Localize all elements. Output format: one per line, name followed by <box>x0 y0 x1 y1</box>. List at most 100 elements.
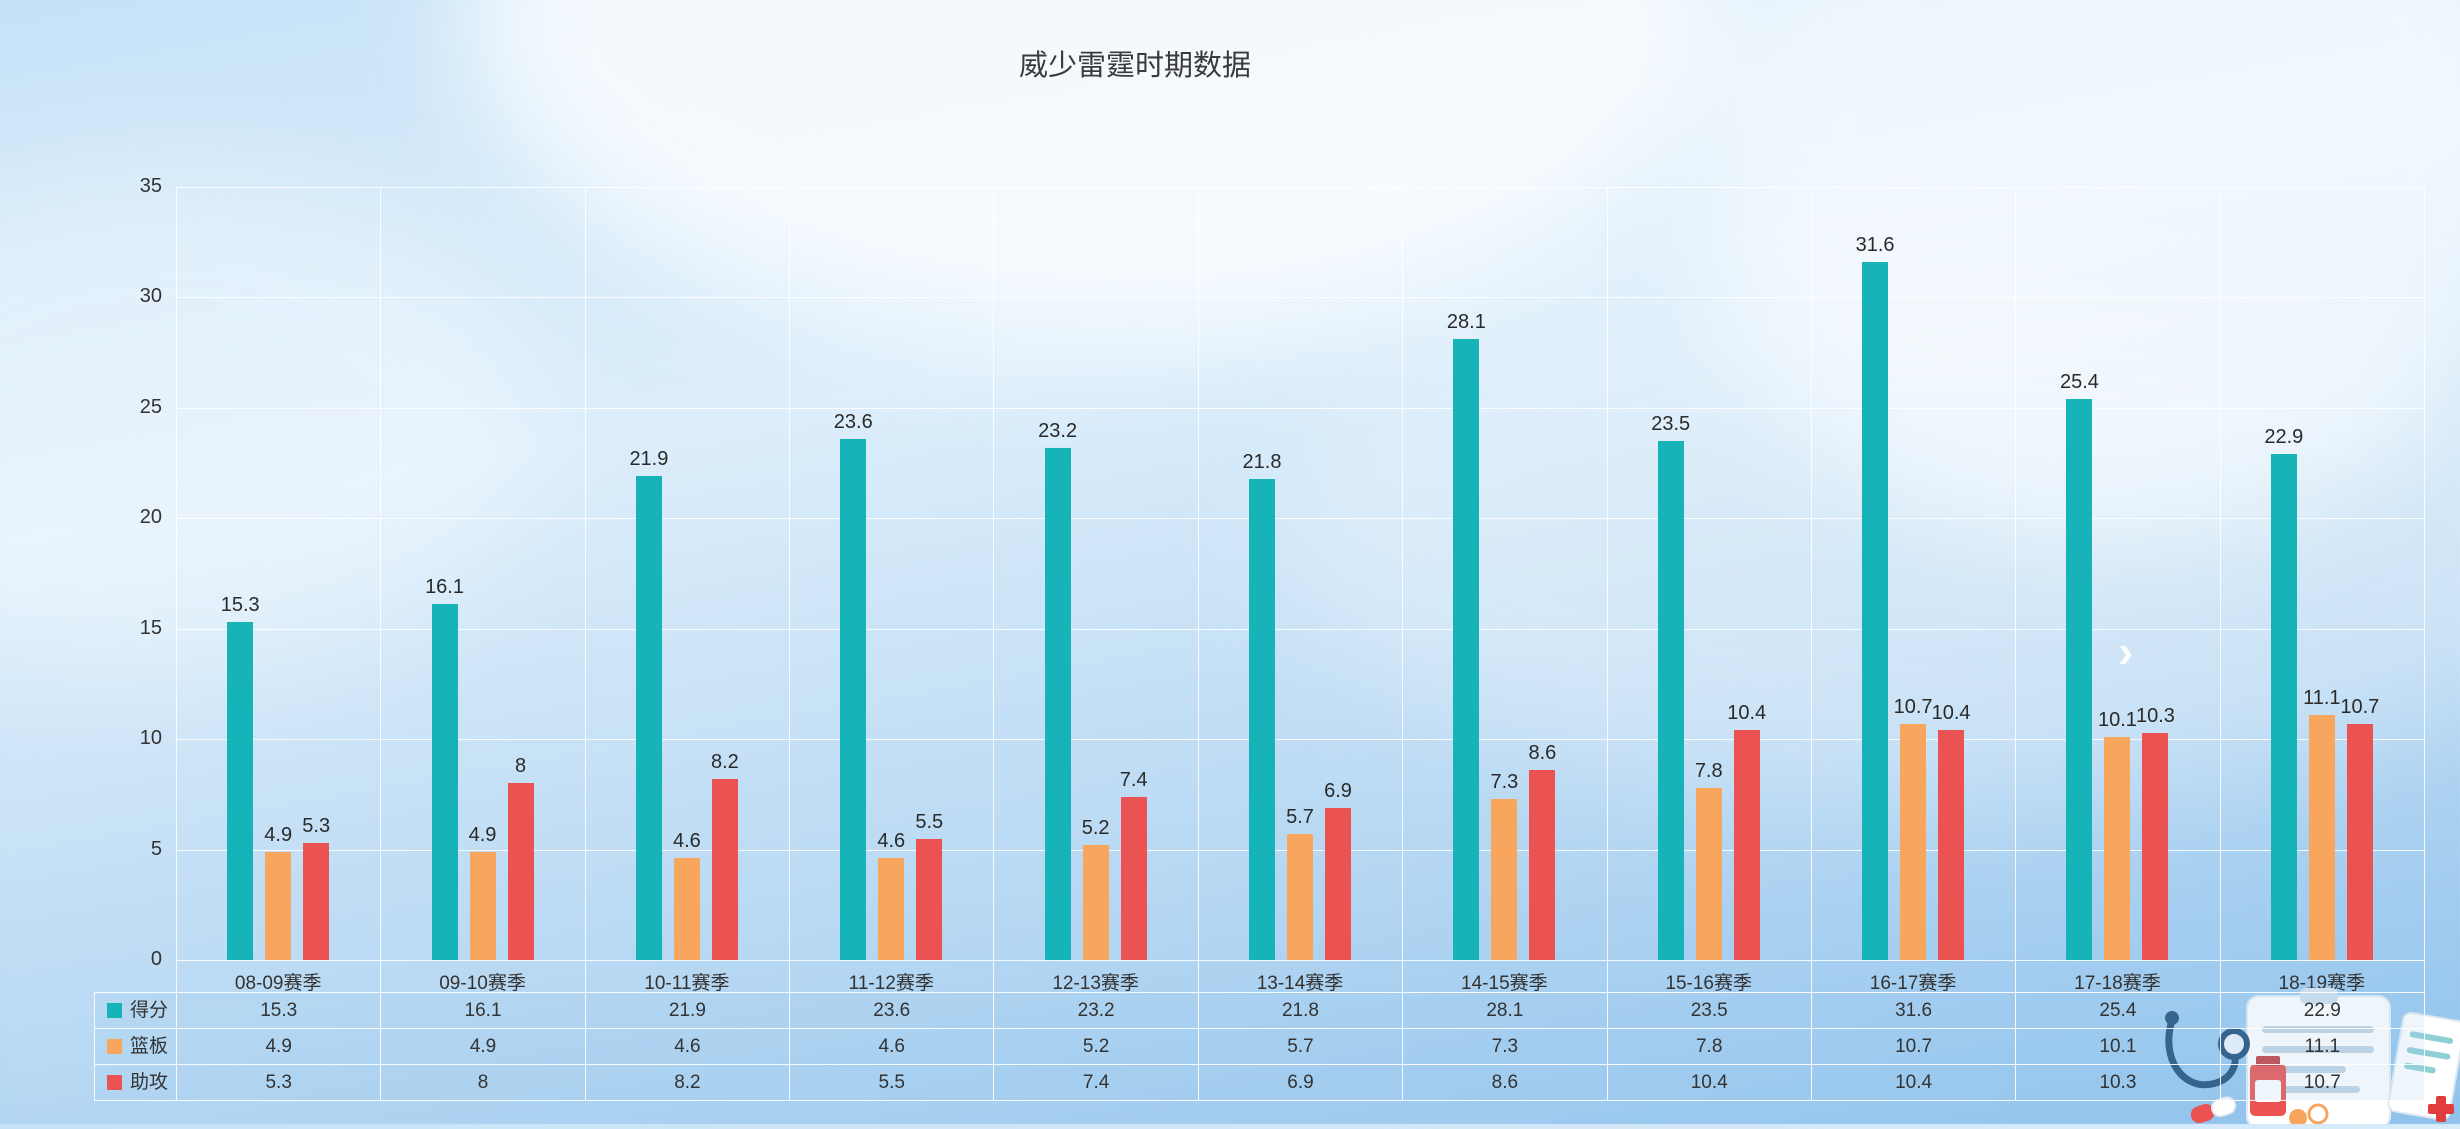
legend-cell[interactable]: 篮板 <box>95 1029 177 1065</box>
grid-line-horizontal <box>176 518 2424 520</box>
grid-line-vertical <box>176 187 177 992</box>
bar-助攻 <box>1529 770 1556 960</box>
cross-icon <box>2428 1096 2454 1122</box>
bar-value-label: 5.3 <box>302 814 331 837</box>
bar-value-label: 8.6 <box>1528 742 1557 765</box>
table-cell: 21.9 <box>585 993 791 1029</box>
legend-label: 得分 <box>130 1000 169 1021</box>
bar-得分 <box>2270 454 2297 960</box>
y-tick-label: 35 <box>139 175 162 197</box>
grid-line-vertical <box>1810 187 1812 992</box>
bar-value-label: 10.1 <box>2097 708 2137 731</box>
x-axis-label: 17-18赛季 <box>2074 973 2161 994</box>
y-tick-label: 20 <box>139 506 162 529</box>
table-cell: 10.4 <box>1607 1065 1812 1101</box>
table-cell: 25.4 <box>2016 993 2221 1029</box>
table-cell: 8 <box>381 1065 586 1101</box>
legend-marker-icon <box>107 1003 122 1018</box>
bar-助攻 <box>303 842 330 960</box>
table-cell: 5.2 <box>994 1029 1199 1065</box>
bar-得分 <box>1044 447 1071 960</box>
bar-value-label: 31.6 <box>1855 234 1895 257</box>
bar-value-label: 23.5 <box>1651 412 1691 435</box>
bar-value-label: 15.3 <box>220 594 260 617</box>
bar-助攻 <box>711 778 738 960</box>
y-tick-label: 10 <box>139 727 162 750</box>
table-cell: 16.1 <box>381 993 586 1029</box>
bar-value-label: 8.2 <box>711 750 739 773</box>
grid-line-horizontal <box>176 628 2424 630</box>
grid-line-vertical <box>380 187 382 992</box>
y-tick-label: 15 <box>139 616 162 639</box>
bar-篮板 <box>878 858 905 960</box>
bar-得分 <box>2066 399 2093 960</box>
table-cell: 10.7 <box>2220 1065 2425 1101</box>
pill-icon <box>2190 1096 2237 1124</box>
legend-marker-icon <box>107 1039 122 1054</box>
x-axis-label: 14-15赛季 <box>1461 973 1548 994</box>
bar-value-label: 6.9 <box>1324 779 1352 802</box>
bar-value-label: 22.9 <box>2264 426 2304 449</box>
bar-value-label: 8 <box>514 755 527 778</box>
table-cell: 7.4 <box>994 1065 1199 1101</box>
grid-line-vertical <box>1402 187 1404 992</box>
grid-line-horizontal <box>176 739 2424 741</box>
bar-value-label: 21.8 <box>1242 450 1282 473</box>
bar-value-label: 7.4 <box>1119 768 1148 791</box>
bar-value-label: 10.3 <box>2135 704 2175 727</box>
legend-cell[interactable]: 得分 <box>95 993 177 1029</box>
x-axis-label: 10-11赛季 <box>644 973 730 994</box>
table-cell: 10.4 <box>1811 1065 2017 1101</box>
grid-line-horizontal <box>176 407 2424 409</box>
bar-得分 <box>1249 478 1275 960</box>
table-cell: 7.8 <box>1607 1029 1812 1065</box>
bar-value-label: 10.7 <box>1893 695 1933 718</box>
bar-得分 <box>840 438 867 960</box>
bar-篮板 <box>1695 787 1722 960</box>
bar-助攻 <box>507 783 534 960</box>
medical-illustration <box>2150 968 2460 1129</box>
bar-篮板 <box>265 851 292 960</box>
bar-得分 <box>635 476 662 960</box>
stethoscope-icon <box>2165 1011 2250 1089</box>
grid-line-vertical <box>789 187 791 992</box>
bar-篮板 <box>1082 845 1109 960</box>
grid-line-vertical <box>2219 187 2221 992</box>
grid-line-vertical <box>1606 187 1608 992</box>
bar-value-label: 10.4 <box>1931 702 1971 725</box>
data-table: 得分 15.3 16.1 21.9 23.6 23.2 21.8 28.1 23.5 31.6 25… <box>94 992 2425 1101</box>
bar-助攻 <box>1120 796 1147 960</box>
bar-value-label: 4.9 <box>264 823 293 846</box>
legend-cell[interactable]: 助攻 <box>95 1065 177 1101</box>
table-cell: 10.3 <box>2016 1065 2221 1101</box>
grid-line-vertical <box>584 187 586 992</box>
bar-篮板 <box>1491 798 1518 960</box>
bar-得分 <box>1657 440 1684 960</box>
bar-篮板 <box>469 851 496 960</box>
bar-value-label: 10.7 <box>2340 695 2380 718</box>
bar-助攻 <box>1938 730 1965 960</box>
tilted-page-icon <box>2387 1011 2460 1121</box>
table-cell: 23.6 <box>790 993 995 1029</box>
y-tick-label: 25 <box>139 395 162 418</box>
bar-篮板 <box>1287 834 1313 960</box>
table-cell: 5.7 <box>1198 1029 1404 1065</box>
bar-得分 <box>431 604 458 960</box>
bar-value-label: 5.7 <box>1286 806 1314 829</box>
bar-value-label: 4.6 <box>673 830 701 853</box>
bar-value-label: 16.1 <box>425 576 464 599</box>
bar-value-label: 25.4 <box>2059 371 2099 394</box>
chart-title: 威少雷霆时期数据 <box>1018 50 1252 82</box>
table-cell: 4.9 <box>177 1029 382 1065</box>
bar-value-label: 7.3 <box>1490 770 1519 793</box>
bar-value-label: 4.9 <box>468 823 497 846</box>
bar-助攻 <box>916 838 943 960</box>
table-cell: 11.1 <box>2220 1029 2425 1065</box>
x-axis-label: 08-09赛季 <box>234 973 322 994</box>
x-axis-label: 16-17赛季 <box>1869 973 1957 994</box>
bar-助攻 <box>1733 730 1760 960</box>
bar-value-label: 21.9 <box>629 448 669 471</box>
next-arrow-icon[interactable]: › <box>2118 625 2134 677</box>
